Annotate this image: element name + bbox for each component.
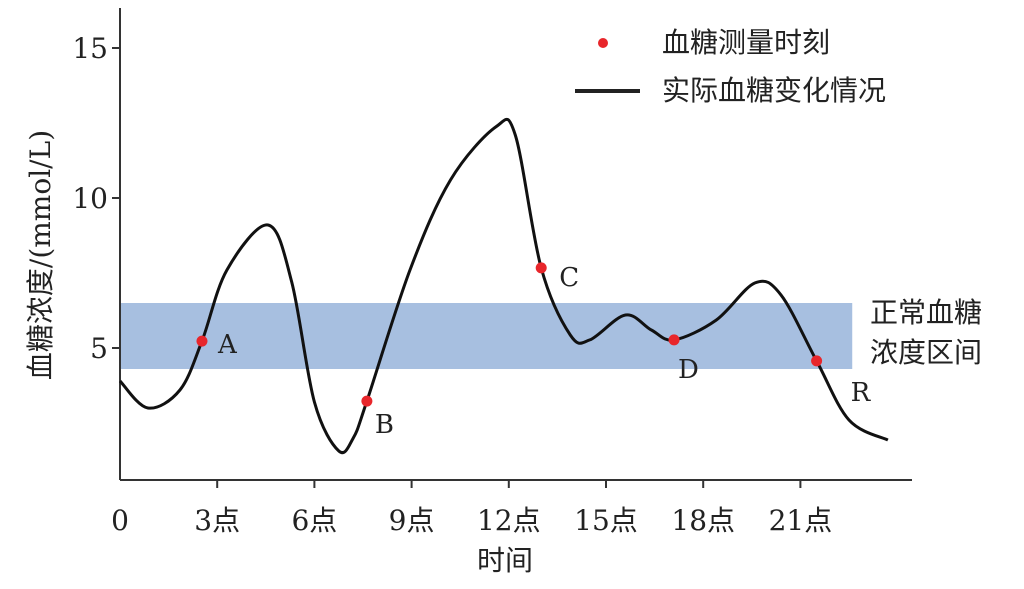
y-tick-label: 10 [72, 182, 108, 215]
glucose-curve [118, 117, 889, 455]
measurement-point-c [535, 262, 547, 274]
legend-label-curve: 实际血糖变化情况 [662, 74, 886, 107]
x-axis-label: 时间 [477, 544, 533, 577]
band-label-line1: 正常血糖 [870, 296, 982, 329]
point-label: B [375, 410, 394, 440]
y-tick-label: 15 [72, 32, 108, 65]
band-label-line2: 浓度区间 [870, 336, 982, 369]
x-tick-label: 15点 [574, 504, 638, 537]
measurement-point-a [196, 335, 208, 347]
axes [119, 8, 912, 481]
y-tick-label: 5 [90, 332, 108, 365]
point-label: C [559, 263, 579, 293]
x-tick-label: 12点 [477, 504, 541, 537]
point-label: A [217, 330, 238, 360]
x-tick-label: 3点 [194, 504, 240, 537]
x-tick-label: 18点 [671, 504, 735, 537]
legend-dot-marker [598, 38, 608, 48]
normal-range-band [120, 303, 853, 369]
x-tick-label: 9点 [389, 504, 435, 537]
x-tick-label: 6点 [291, 504, 337, 537]
legend-label-points: 血糖测量时刻 [662, 26, 830, 59]
measurement-point-r [811, 355, 823, 367]
x-tick-label: 0 [111, 504, 129, 537]
measurement-point-d [668, 334, 680, 346]
point-label: R [851, 378, 872, 408]
y-axis-label: 血糖浓度/(mmol/L) [24, 130, 57, 380]
x-tick-label: 21点 [769, 504, 833, 537]
point-label: D [678, 355, 699, 385]
measurement-point-b [361, 395, 373, 407]
legend: 血糖测量时刻 实际血糖变化情况 [575, 26, 886, 107]
